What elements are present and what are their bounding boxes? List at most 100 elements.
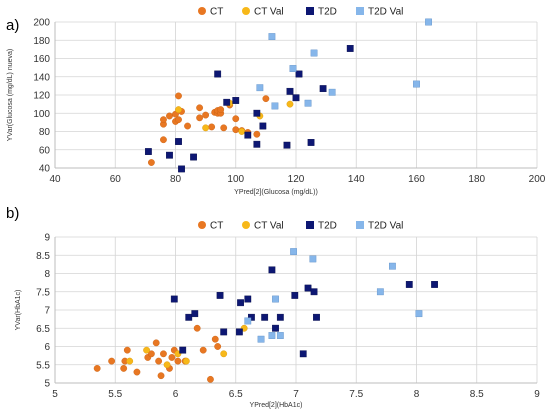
- y-tick-label: 7: [44, 306, 50, 317]
- x-tick-label: 7.5: [349, 389, 363, 400]
- data-point: [143, 346, 150, 354]
- data-point: [166, 151, 173, 159]
- data-point: [220, 328, 228, 336]
- y-tick-label: 7.5: [36, 287, 50, 298]
- series-t2d-val: [256, 18, 432, 110]
- data-point: [389, 262, 396, 270]
- data-point: [295, 70, 303, 78]
- data-point: [179, 346, 187, 354]
- data-point: [413, 80, 420, 88]
- data-point: [199, 346, 207, 354]
- data-point: [185, 313, 193, 321]
- series-ct-val: [175, 99, 294, 135]
- data-point: [160, 136, 167, 144]
- x-tick-label: 60: [110, 174, 122, 185]
- x-tick-label: 6: [173, 389, 179, 400]
- legend-item: T2D Val: [356, 221, 403, 232]
- y-axis-label: YVar(Glucosa (mg/dL) nueva): [7, 49, 14, 141]
- y-tick-label: 160: [33, 54, 50, 65]
- y-tick-label: 8: [44, 269, 50, 280]
- data-point: [152, 339, 160, 347]
- data-point: [216, 292, 224, 299]
- data-point: [202, 124, 210, 132]
- legend-label: T2D: [318, 221, 337, 232]
- legend: CT CT Val T2D T2D Val: [198, 7, 403, 18]
- series-ct: [93, 324, 222, 383]
- data-point: [175, 138, 182, 145]
- data-point: [257, 335, 265, 343]
- data-point: [175, 92, 182, 100]
- data-point: [376, 288, 384, 296]
- data-point: [346, 45, 354, 52]
- data-point: [289, 65, 297, 72]
- data-point: [182, 357, 190, 365]
- legend-item: T2D Val: [356, 7, 403, 18]
- legend-label: T2D Val: [368, 7, 403, 18]
- legend-marker: [356, 7, 364, 15]
- legend-item: CT Val: [242, 7, 284, 18]
- data-point: [244, 131, 252, 139]
- data-point: [196, 114, 204, 122]
- data-point: [244, 317, 252, 325]
- x-tick-label: 120: [288, 174, 305, 185]
- data-point: [253, 140, 261, 148]
- x-tick-label: 80: [170, 174, 182, 185]
- legend-marker: [198, 221, 206, 229]
- data-point: [286, 87, 294, 95]
- data-point: [237, 299, 244, 307]
- data-point: [178, 165, 185, 173]
- data-point: [232, 126, 240, 134]
- y-tick-label: 100: [33, 109, 50, 120]
- data-point: [276, 313, 284, 321]
- data-point: [405, 281, 413, 288]
- data-point: [276, 332, 284, 339]
- legend-label: T2D: [318, 7, 337, 18]
- legend-label: CT Val: [254, 221, 284, 232]
- x-tick-label: 100: [227, 174, 244, 185]
- data-point: [425, 18, 432, 26]
- data-point: [232, 115, 240, 123]
- data-point: [259, 122, 267, 130]
- data-point: [170, 295, 178, 303]
- y-tick-label: 6.5: [36, 324, 50, 335]
- data-point: [220, 350, 228, 358]
- legend-item: T2D: [306, 7, 337, 18]
- data-point: [262, 95, 270, 103]
- data-point: [120, 364, 128, 372]
- data-point: [268, 33, 276, 41]
- legend-marker: [198, 7, 206, 15]
- x-tick-label: 40: [49, 174, 61, 185]
- data-point: [268, 332, 276, 339]
- legend-item: CT: [198, 221, 223, 232]
- data-point: [256, 84, 264, 92]
- data-point: [304, 99, 312, 107]
- legend-label: CT Val: [254, 7, 284, 18]
- data-point: [144, 148, 152, 155]
- panel-label: a): [6, 17, 19, 34]
- data-point: [160, 116, 167, 124]
- legend-label: CT: [210, 7, 223, 18]
- data-point: [126, 357, 134, 365]
- data-point: [272, 295, 279, 303]
- x-tick-label: 8.5: [470, 389, 484, 400]
- x-tick-label: 160: [408, 174, 425, 185]
- data-point: [291, 292, 299, 299]
- data-point: [166, 112, 173, 120]
- y-axis-label: YVar(HbA1c): [15, 290, 22, 331]
- series-t2d: [170, 266, 438, 358]
- x-tick-label: 200: [529, 174, 546, 185]
- data-point: [191, 310, 199, 318]
- series-ct-val: [126, 324, 248, 369]
- data-point: [292, 94, 300, 102]
- y-tick-label: 40: [39, 164, 51, 175]
- data-point: [261, 313, 269, 321]
- data-point: [123, 346, 131, 354]
- data-point: [271, 102, 279, 110]
- data-point: [248, 313, 255, 321]
- legend-marker: [356, 221, 364, 229]
- legend-marker: [242, 221, 250, 229]
- x-tick-label: 6.5: [229, 389, 243, 400]
- legend-item: CT Val: [242, 221, 284, 232]
- data-point: [313, 313, 320, 321]
